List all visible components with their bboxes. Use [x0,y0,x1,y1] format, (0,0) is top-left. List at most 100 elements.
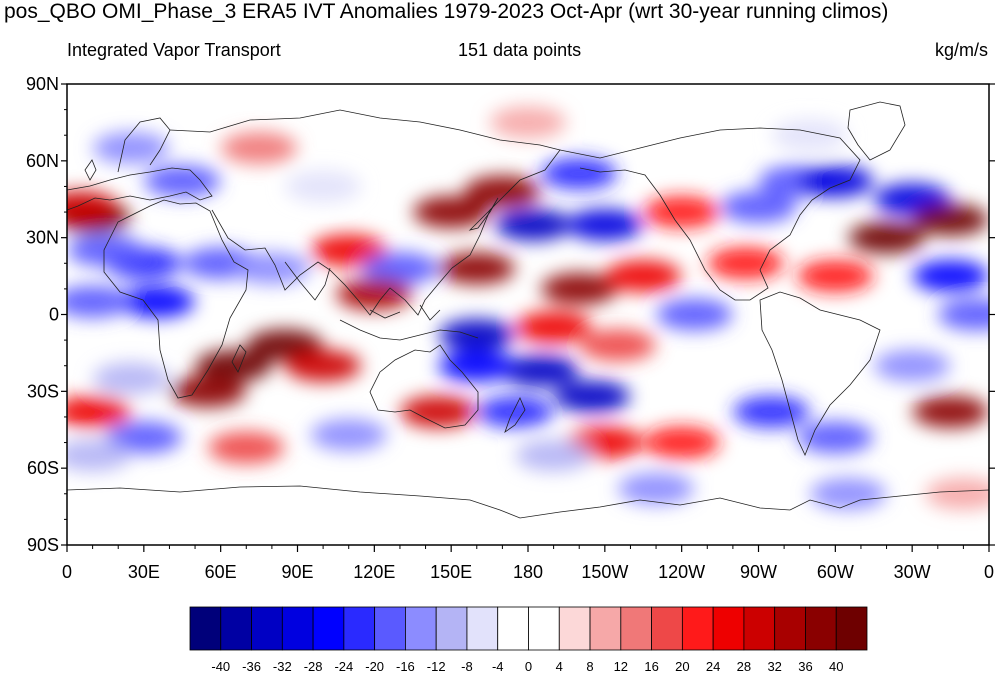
anomaly-patch [912,203,989,236]
lat-label: 30S [27,381,59,401]
anomaly-patch [144,165,221,198]
coastline-indonesia [339,304,479,341]
lon-label: 30E [128,562,160,582]
colorbar-swatch [774,606,806,651]
colorbar-label: -28 [304,659,323,674]
anomaly-patch [105,421,182,454]
colorbar-label: -36 [242,659,261,674]
anomaly-patch [797,421,874,454]
anomaly-patch [771,119,848,152]
colorbar-swatch [589,606,622,651]
lat-label: 60S [27,458,59,478]
colorbar-label: 40 [829,659,843,674]
subtitle-units: kg/m/s [934,40,988,60]
anomaly-patch [67,439,131,472]
anomaly-patch [208,431,285,464]
lon-label: 0 [62,562,72,582]
anomaly-patch [579,329,656,362]
colorbar-label: -4 [492,659,504,674]
anomaly-patch [515,311,592,344]
colorbar: -40 -36 -32 -28 -24 -20 -16 -12 -8 -4 0 4 8 12 16 20 24 2… [189,606,868,674]
colorbar-swatch [466,606,499,651]
colorbar-swatch [497,606,529,651]
anomaly-patch [169,375,246,408]
lon-label: 60E [205,562,237,582]
coastline-scandinavia [117,117,171,173]
colorbar-swatch [405,606,437,651]
colorbar-swatch [620,606,652,651]
colorbar-label: 0 [525,659,532,674]
colorbar-label: -24 [334,659,353,674]
anomaly-patch [93,132,170,165]
colorbar-swatch [681,606,714,651]
anomaly-patch [67,285,131,318]
lat-label: 0 [49,305,59,325]
colorbar-label: 28 [737,659,751,674]
map-panel [66,83,990,546]
colorbar-label: 32 [767,659,781,674]
colorbar-swatch [743,606,776,651]
colorbar-swatch [251,606,283,651]
colorbar-label: 12 [614,659,628,674]
lon-label: 0 [984,562,994,582]
coastline-antarctica [67,485,989,519]
anomaly-patch [797,165,874,198]
colorbar-swatch [189,606,222,651]
anomaly-patch [67,395,131,428]
colorbar-label: -8 [461,659,473,674]
lat-label: 90N [26,74,59,94]
coastline-india [284,261,331,301]
anomaly-patch [541,157,618,190]
anomaly-patch [554,380,631,413]
lon-label: 180 [513,562,543,582]
anomaly-patch [400,395,477,428]
anomaly-patch [67,234,144,267]
lon-label: 150W [581,562,628,582]
colorbar-swatch [528,606,560,651]
colorbar-label: 24 [706,659,720,674]
anomaly-patch [912,260,989,293]
anomaly-patch [848,221,925,254]
colorbar-swatch [281,606,314,651]
anomaly-patch [938,298,989,331]
anomaly-patch [515,439,592,472]
anomaly-patch [310,418,387,451]
colorbar-label: 8 [586,659,593,674]
coastline-asia [169,109,561,316]
anomaly-patch [464,175,541,208]
anomaly-patch [67,190,118,223]
lon-label: 30W [894,562,931,582]
colorbar-label: -32 [273,659,292,674]
coastline-madagascar [231,344,247,373]
lon-label: 60W [817,562,854,582]
anomaly-patch [336,278,413,311]
anomaly-patch [541,272,618,305]
lat-label: 30N [26,228,59,248]
anomaly-patch [733,395,810,428]
colorbar-label: 16 [644,659,658,674]
anomaly-patch [502,354,579,387]
anomaly-patch [221,132,298,165]
colorbar-label: -20 [365,659,384,674]
anomaly-patch [912,395,989,428]
anomaly-patch [810,477,887,510]
colorbar-swatch [435,606,468,651]
colorbar-swatch [835,606,868,651]
anomaly-patch [495,208,572,241]
coastline-newzealand [504,397,526,434]
anomaly-patch [438,349,515,382]
colorbar-swatch [220,606,252,651]
anomaly-patch [118,285,195,318]
anomaly-patch [605,260,682,293]
anomaly-patch [233,252,310,285]
lat-label: 60N [26,151,59,171]
coastline-japan [468,197,499,231]
anomaly-patch [925,477,989,510]
colorbar-swatch [651,606,683,651]
coastlines [67,101,989,519]
anomaly-patch [490,106,566,139]
colorbar-swatch [558,606,591,651]
subtitle-center: 151 data points [458,40,582,60]
